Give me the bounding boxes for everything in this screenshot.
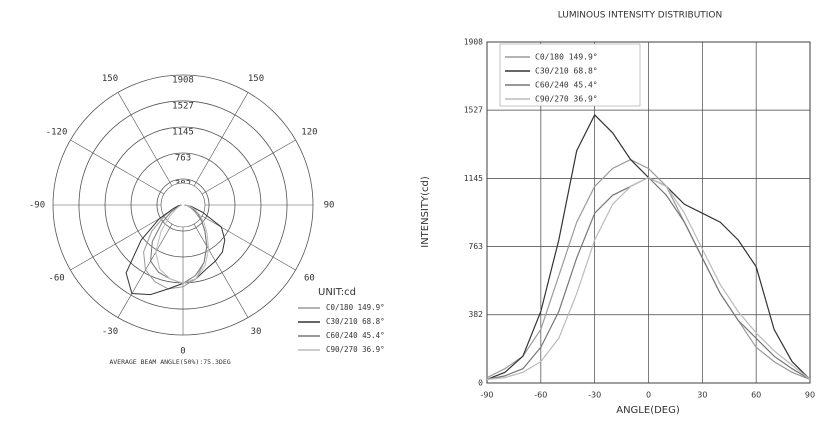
y-tick-label: 382 [469,310,484,319]
legend-label: C90/270 36.9° [535,95,598,104]
theta-tick-label: 0 [180,347,185,357]
theta-tick-label: -90 [29,201,45,211]
legend-label: C0/180 149.9° [535,53,598,62]
x-tick-label: 90 [805,391,815,400]
theta-tick-label: -120 [46,128,68,138]
y-tick-label: 0 [478,379,483,388]
x-tick-label: 60 [751,391,761,400]
legend-label: C90/270 36.9° [326,345,385,354]
x-tick-label: -30 [588,391,601,400]
x-tick-label: 30 [697,391,707,400]
x-tick-label: -90 [480,391,493,400]
r-tick-label: 763 [175,154,191,164]
r-tick-label: 1527 [172,101,194,111]
center-disc [160,182,206,228]
theta-tick-label: 150 [102,74,118,84]
theta-tick-label: 90 [324,201,335,211]
y-tick-label: 1908 [464,38,483,47]
annotation: AVERAGE BEAM ANGLE(50%):75.3DEG [109,358,230,366]
legend-label: C30/210 68.8° [535,67,598,76]
theta-tick-label: -30 [102,327,118,337]
polar-line [143,204,208,290]
data-line [486,176,811,380]
chart-title: LUMINOUS INTENSITY DISTRIBUTION [558,11,723,21]
data-line [486,158,811,380]
y-tick-label: 1527 [464,106,483,115]
theta-tick-label: 60 [304,274,315,284]
y-axis-label: INTENSITY(cd) [420,176,431,248]
legend-label: C0/180 149.9° [326,303,385,312]
unit-label: UNIT:cd [318,287,356,298]
r-tick-label: 1145 [172,127,194,137]
legend-label: C60/240 45.4° [535,81,598,90]
x-tick-label: -60 [534,391,547,400]
theta-tick-label: 30 [251,327,262,337]
legend-box [499,43,641,107]
y-tick-label: 1145 [464,174,483,183]
legend-label: C60/240 45.4° [326,331,385,340]
x-tick-label: 0 [646,391,651,400]
theta-tick-label: 150 [248,74,264,84]
r-tick-label: 1908 [172,76,194,86]
y-tick-label: 763 [469,242,484,251]
x-axis-label: ANGLE(DEG) [616,405,680,416]
legend-label: C30/210 68.8° [326,317,385,326]
polar-line [155,204,210,284]
theta-tick-label: -60 [48,274,64,284]
theta-tick-label: 120 [301,128,317,138]
